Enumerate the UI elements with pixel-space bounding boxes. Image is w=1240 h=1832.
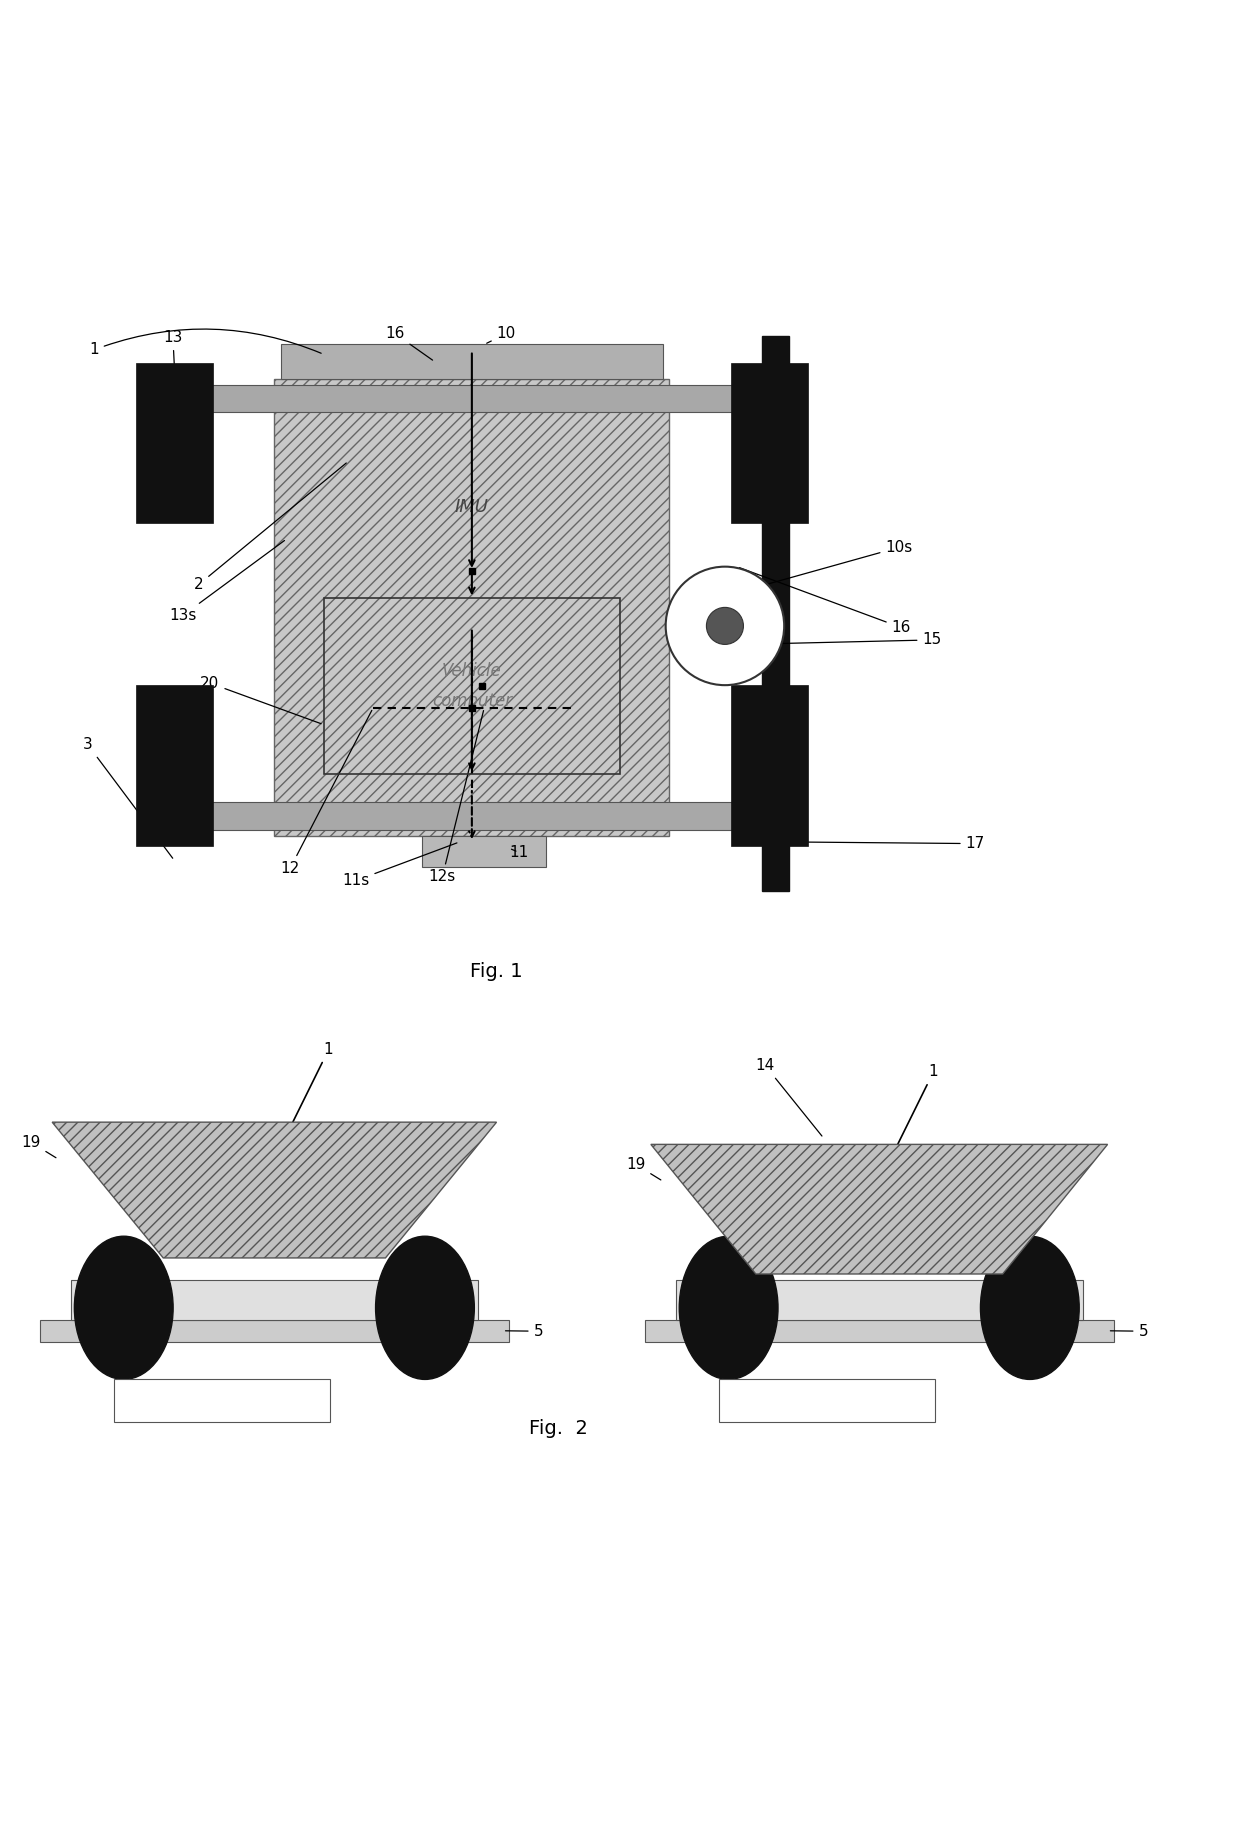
Ellipse shape (981, 1237, 1079, 1379)
Bar (136, 685, 212, 846)
Text: 13s: 13s (170, 540, 284, 623)
Text: 20: 20 (201, 676, 321, 724)
Text: IMU: IMU (455, 498, 489, 517)
Ellipse shape (666, 566, 784, 685)
Text: 11s: 11s (342, 843, 456, 889)
Text: 10s: 10s (769, 540, 913, 584)
Text: 1: 1 (89, 330, 321, 357)
Text: 5: 5 (506, 1325, 543, 1339)
Text: Fig. 1: Fig. 1 (470, 962, 523, 982)
Text: 14: 14 (756, 1059, 822, 1136)
Bar (719, 1379, 935, 1422)
Bar (136, 363, 212, 524)
Text: 2: 2 (195, 463, 346, 592)
Polygon shape (274, 379, 670, 835)
Text: 10: 10 (487, 326, 516, 343)
Bar (423, 835, 546, 867)
Polygon shape (52, 1123, 496, 1259)
Bar (676, 1281, 1083, 1319)
Polygon shape (651, 1145, 1107, 1273)
Text: 17: 17 (792, 835, 985, 852)
Text: 19: 19 (626, 1158, 661, 1180)
Text: 12s: 12s (429, 711, 484, 885)
Bar (71, 1281, 479, 1319)
Text: 16: 16 (386, 326, 433, 361)
Bar (732, 363, 807, 524)
Ellipse shape (707, 608, 744, 645)
Bar (280, 344, 663, 379)
Text: 11: 11 (508, 845, 528, 859)
Bar (732, 685, 807, 846)
Text: Fig.  2: Fig. 2 (528, 1418, 588, 1438)
Text: No load: No load (192, 1392, 250, 1409)
Text: 19: 19 (21, 1134, 56, 1158)
Ellipse shape (376, 1237, 475, 1379)
Text: 12: 12 (280, 711, 372, 876)
Bar (40, 1319, 508, 1341)
Text: 5: 5 (1110, 1325, 1148, 1339)
Ellipse shape (74, 1237, 174, 1379)
Bar (324, 599, 620, 775)
Text: 16: 16 (739, 568, 911, 636)
Bar (114, 1379, 330, 1422)
Bar (761, 335, 789, 892)
Text: 13: 13 (164, 330, 182, 365)
Text: 3: 3 (83, 736, 172, 857)
Text: 15: 15 (775, 632, 941, 647)
Text: Vehicle: Vehicle (441, 663, 502, 680)
Bar (207, 802, 738, 830)
Bar (645, 1319, 1114, 1341)
Ellipse shape (680, 1237, 777, 1379)
Bar (207, 385, 738, 412)
Text: 1: 1 (894, 1064, 939, 1152)
Text: 1: 1 (289, 1042, 334, 1130)
Text: Full load: Full load (795, 1392, 858, 1409)
Text: computer: computer (432, 692, 512, 711)
